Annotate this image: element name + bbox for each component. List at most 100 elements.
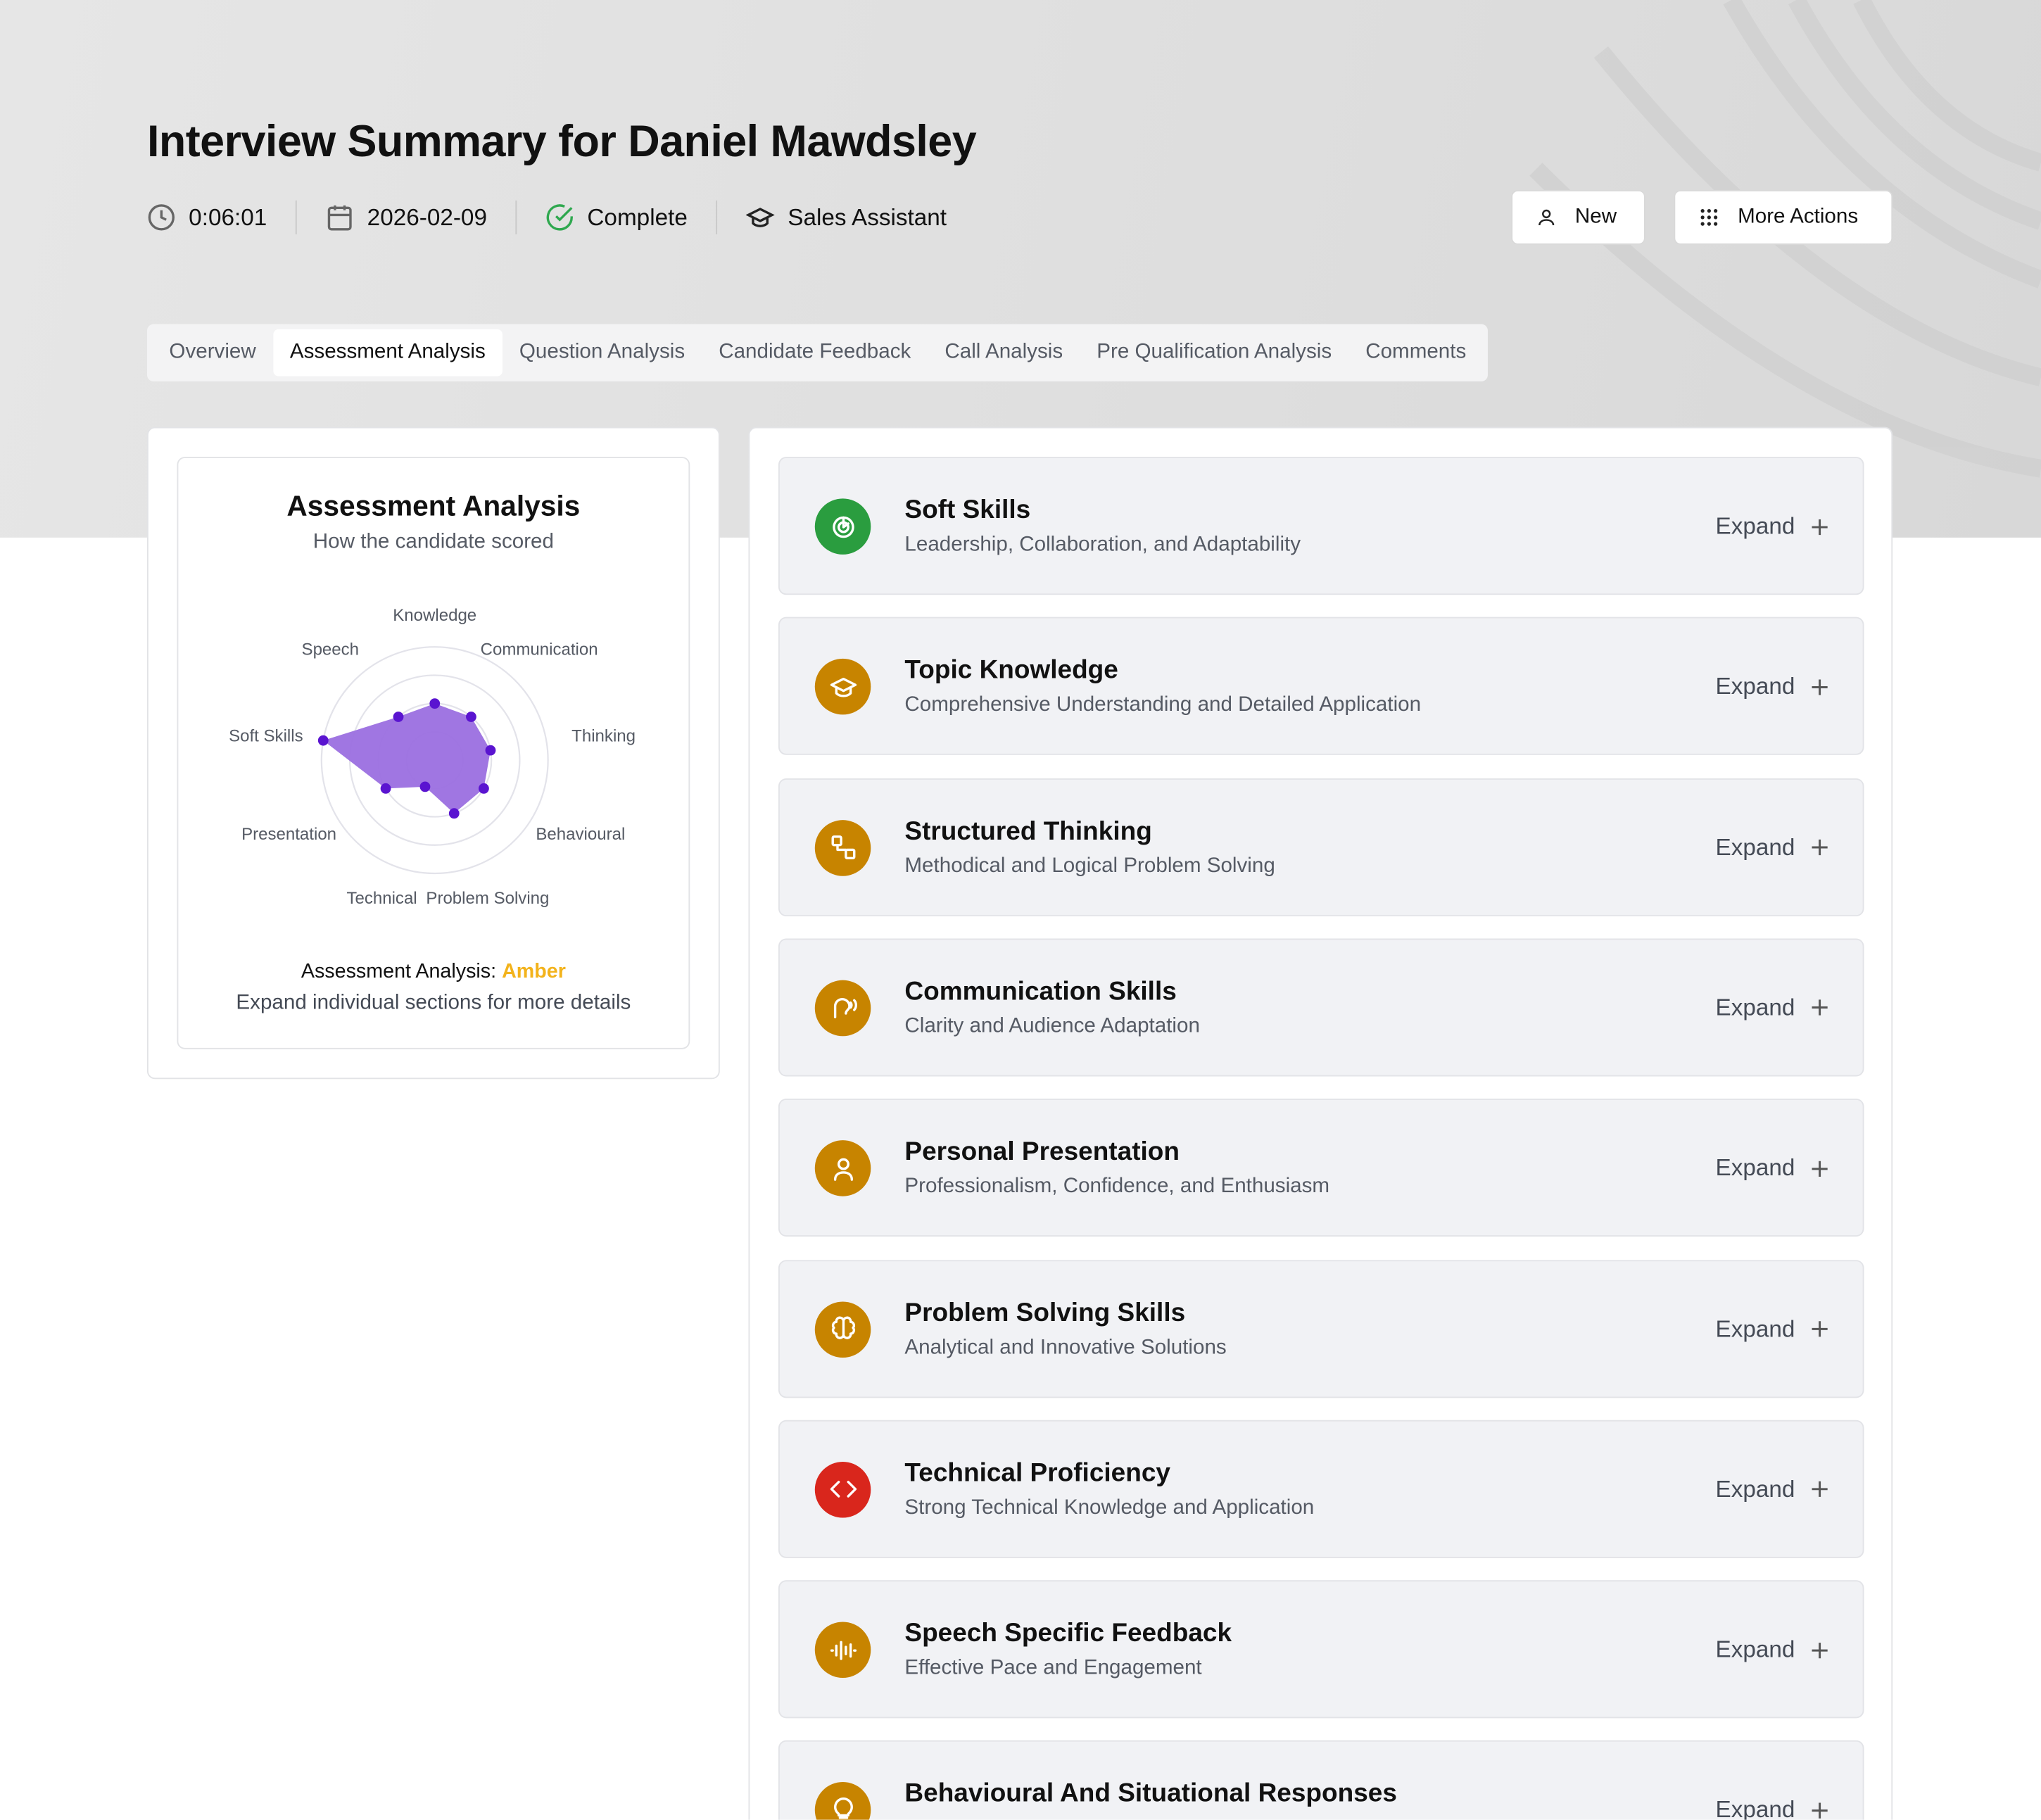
section-subtitle: Methodical and Logical Problem Solving bbox=[904, 854, 1275, 877]
expand-button[interactable]: Expand bbox=[1716, 1315, 1829, 1343]
expand-button[interactable]: Expand bbox=[1716, 1155, 1829, 1182]
more-actions-button[interactable]: More Actions bbox=[1674, 190, 1893, 245]
tab-question-analysis[interactable]: Question Analysis bbox=[519, 341, 685, 364]
section-title: Problem Solving Skills bbox=[904, 1298, 1186, 1327]
axis-label: Speech bbox=[302, 640, 360, 659]
expand-label: Expand bbox=[1715, 994, 1795, 1020]
expand-button[interactable]: Expand bbox=[1716, 1797, 1829, 1820]
status: Complete bbox=[587, 203, 688, 230]
interview-date: 2026-02-09 bbox=[367, 203, 487, 230]
section-title: Soft Skills bbox=[904, 495, 1031, 525]
graduation-cap-icon bbox=[746, 208, 775, 227]
tab-call-analysis[interactable]: Call Analysis bbox=[944, 341, 1063, 364]
section-speech-specific-feedback[interactable]: Speech Specific Feedback Effective Pace … bbox=[778, 1580, 1864, 1719]
axis-label: Behavioural bbox=[536, 825, 625, 844]
expand-label: Expand bbox=[1715, 673, 1795, 700]
more-actions-label: More Actions bbox=[1738, 206, 1859, 228]
interview-meta: 0:06:01 2026-02-09 Complete Sales Assist… bbox=[147, 200, 947, 234]
result-label: Assessment Analysis: bbox=[301, 960, 497, 983]
radar-chart: Knowledge Communication Thinking Behavioura… bbox=[229, 606, 636, 908]
axis-label: Thinking bbox=[571, 726, 636, 745]
axis-label: Communication bbox=[481, 640, 598, 659]
target-icon bbox=[814, 498, 871, 555]
summary-hint: Expand individual sections for more deta… bbox=[236, 992, 631, 1014]
section-title: Behavioural And Situational Responses bbox=[904, 1779, 1397, 1809]
expand-label: Expand bbox=[1715, 1475, 1795, 1502]
plus-icon bbox=[1812, 1161, 1828, 1177]
radar-point bbox=[479, 783, 489, 794]
audio-waveform-icon bbox=[814, 1622, 871, 1679]
user-icon bbox=[1538, 209, 1555, 226]
axis-label: Soft Skills bbox=[229, 726, 303, 745]
summary-subtitle: How the candidate scored bbox=[312, 531, 554, 554]
tab-overview[interactable]: Overview bbox=[169, 341, 256, 364]
expand-button[interactable]: Expand bbox=[1716, 674, 1829, 701]
section-structured-thinking[interactable]: Structured Thinking Methodical and Logic… bbox=[778, 778, 1864, 916]
plus-icon bbox=[1812, 1642, 1828, 1658]
radar-point bbox=[466, 712, 476, 722]
expand-button[interactable]: Expand bbox=[1716, 1476, 1829, 1503]
expand-label: Expand bbox=[1715, 1315, 1795, 1341]
role: Sales Assistant bbox=[788, 203, 947, 230]
check-circle-icon bbox=[546, 204, 574, 231]
section-subtitle: Strong Technical Knowledge and Applicati… bbox=[904, 1496, 1315, 1519]
plus-icon bbox=[1812, 1481, 1828, 1498]
section-topic-knowledge[interactable]: Topic Knowledge Comprehensive Understand… bbox=[778, 617, 1864, 756]
radar-area bbox=[323, 703, 491, 814]
assessment-summary-card: Assessment Analysis How the candidate sc… bbox=[146, 426, 720, 1080]
expand-button[interactable]: Expand bbox=[1716, 834, 1829, 861]
section-subtitle: Clarity and Audience Adaptation bbox=[904, 1015, 1200, 1037]
graduation-cap-icon bbox=[814, 659, 871, 715]
axis-label: Knowledge bbox=[393, 606, 476, 625]
tab-candidate-feedback[interactable]: Candidate Feedback bbox=[719, 341, 911, 364]
tab-assessment-analysis[interactable]: Assessment Analysis bbox=[272, 329, 503, 377]
radar-point bbox=[393, 712, 404, 722]
new-label: New bbox=[1574, 206, 1617, 228]
section-communication-skills[interactable]: Communication Skills Clarity and Audienc… bbox=[778, 938, 1864, 1077]
section-soft-skills[interactable]: Soft Skills Leadership, Collaboration, a… bbox=[778, 457, 1864, 595]
section-personal-presentation[interactable]: Personal Presentation Professionalism, C… bbox=[778, 1099, 1864, 1237]
section-title: Communication Skills bbox=[904, 977, 1177, 1006]
plus-icon bbox=[1812, 519, 1828, 535]
section-subtitle: Professionalism, Confidence, and Enthusi… bbox=[904, 1175, 1330, 1198]
new-button[interactable]: New bbox=[1511, 190, 1645, 245]
section-subtitle: Effective Pace and Engagement bbox=[904, 1657, 1202, 1680]
summary-title: Assessment Analysis bbox=[286, 489, 581, 522]
section-problem-solving-skills[interactable]: Problem Solving Skills Analytical and In… bbox=[778, 1259, 1864, 1398]
section-technical-proficiency[interactable]: Technical Proficiency Strong Technical K… bbox=[778, 1420, 1864, 1558]
section-subtitle: Analytical and Innovative Solutions bbox=[904, 1336, 1227, 1358]
tab-comments[interactable]: Comments bbox=[1365, 341, 1467, 364]
radar-point bbox=[485, 745, 496, 756]
page-title: Interview Summary for Daniel Mawdsley bbox=[146, 117, 977, 167]
grid-icon bbox=[1700, 209, 1718, 226]
section-title: Technical Proficiency bbox=[904, 1458, 1170, 1488]
expand-button[interactable]: Expand bbox=[1716, 994, 1829, 1022]
plus-icon bbox=[1812, 840, 1828, 856]
radar-point bbox=[448, 808, 460, 819]
brain-icon bbox=[814, 1301, 871, 1358]
plus-icon bbox=[1812, 679, 1828, 695]
result-value: Amber bbox=[502, 960, 566, 983]
calendar-icon bbox=[327, 205, 352, 231]
expand-label: Expand bbox=[1715, 1154, 1795, 1181]
plus-icon bbox=[1812, 1802, 1828, 1819]
lightbulb-icon bbox=[814, 1782, 871, 1820]
radar-point bbox=[380, 783, 391, 794]
decorative-stripes bbox=[1529, 0, 2041, 478]
expand-button[interactable]: Expand bbox=[1716, 513, 1829, 541]
expand-label: Expand bbox=[1715, 512, 1795, 539]
section-behavioural-and-situational-responses[interactable]: Behavioural And Situational Responses Ex… bbox=[778, 1740, 1864, 1820]
expand-label: Expand bbox=[1715, 1797, 1795, 1820]
tab-pre-qualification-analysis[interactable]: Pre Qualification Analysis bbox=[1097, 341, 1332, 364]
plus-icon bbox=[1812, 1000, 1828, 1016]
user-icon bbox=[814, 1140, 871, 1197]
sections-list: Soft Skills Leadership, Collaboration, a… bbox=[748, 426, 1893, 1820]
expand-label: Expand bbox=[1715, 833, 1795, 860]
section-title: Personal Presentation bbox=[904, 1137, 1180, 1167]
clock-icon bbox=[148, 204, 175, 231]
tab-bar: Overview Assessment Analysis Question Anal… bbox=[146, 324, 1489, 381]
duration: 0:06:01 bbox=[189, 203, 267, 230]
axis-label: Technical bbox=[346, 889, 417, 908]
axis-label: Presentation bbox=[241, 825, 336, 844]
expand-button[interactable]: Expand bbox=[1716, 1636, 1829, 1664]
